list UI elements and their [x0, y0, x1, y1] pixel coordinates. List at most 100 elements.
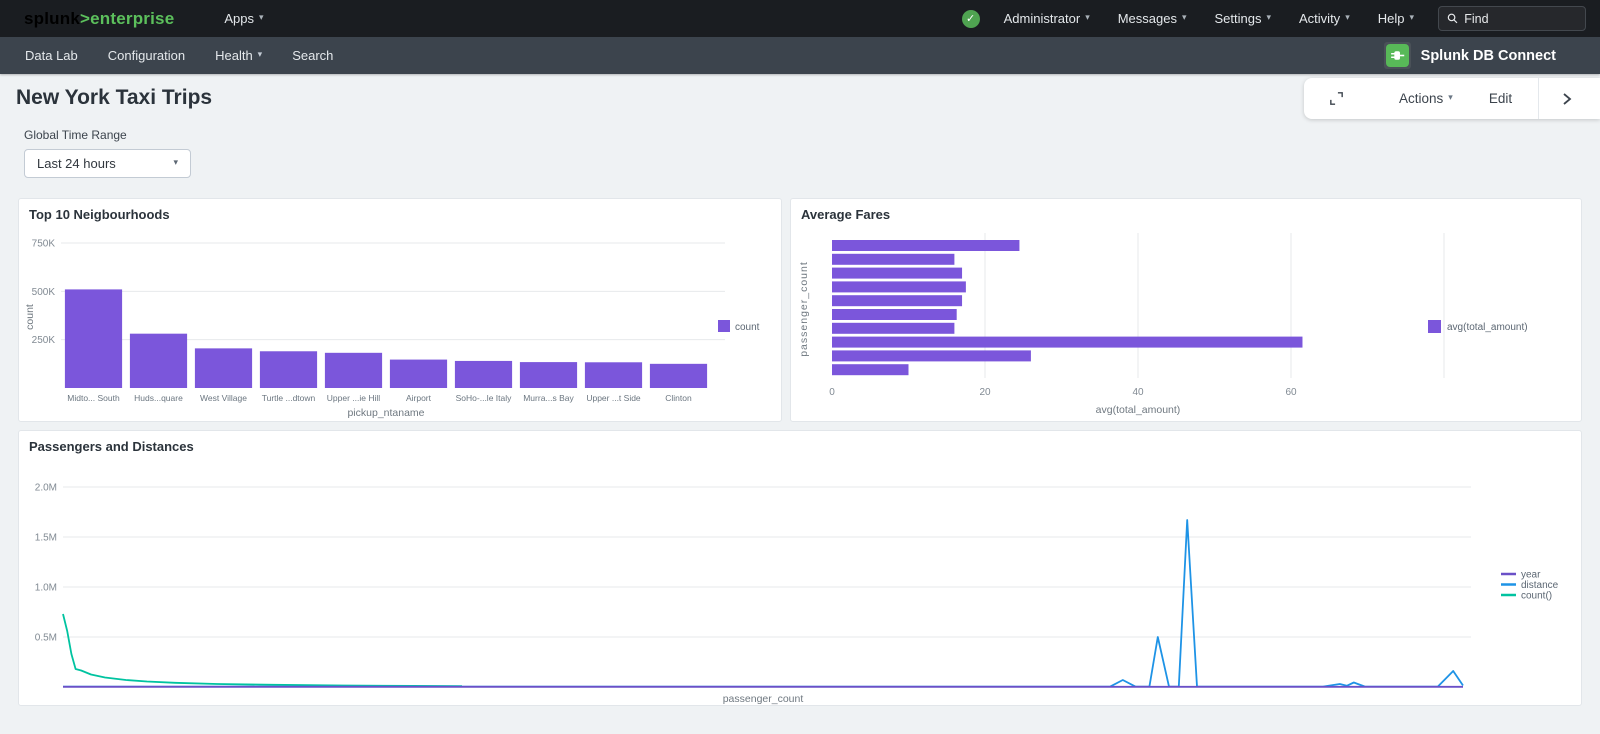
menu-settings[interactable]: Settings ▾	[1201, 0, 1286, 37]
bar-3[interactable]	[832, 281, 966, 293]
bar-7[interactable]	[519, 362, 578, 388]
x-tick-label: 20	[979, 387, 991, 398]
bar-3[interactable]	[259, 351, 318, 388]
top-app-bar: splunk>enterprise Apps ▾ ✓ Administrator ▾…	[0, 0, 1600, 37]
chevron-down-icon: ▾	[173, 157, 178, 168]
collapse-toolbar-button[interactable]	[1539, 78, 1599, 119]
x-category-label: SoHo-...le Italy	[456, 393, 512, 403]
menu-activity[interactable]: Activity ▾	[1285, 0, 1364, 37]
x-category-label: West Village	[200, 393, 247, 403]
y-tick-label: 1.0M	[35, 583, 57, 594]
bar-2[interactable]	[832, 267, 963, 279]
x-tick-label: 60	[1285, 387, 1297, 398]
fullscreen-button[interactable]	[1304, 78, 1363, 119]
panel-title: Passengers and Distances	[29, 439, 194, 454]
nav-item-health[interactable]: Health ▾	[200, 37, 277, 74]
splunk-logo[interactable]: splunk>enterprise	[24, 9, 174, 29]
y-axis-title: passenger_count	[798, 261, 810, 357]
bar-chart-top10: 250K 500K 750K Midto... South Huds...quare We…	[19, 225, 783, 428]
bar-4[interactable]	[832, 295, 963, 307]
x-tick-label: 0	[829, 387, 835, 398]
time-range-label: Global Time Range	[24, 128, 127, 142]
bar-7[interactable]	[832, 336, 1303, 348]
chevron-down-icon: ▾	[1345, 12, 1350, 23]
find-search-input[interactable]	[1464, 11, 1577, 26]
bar-5[interactable]	[389, 359, 448, 388]
y-tick-label: 1.5M	[35, 533, 57, 544]
nav-item-data-lab[interactable]: Data Lab	[10, 37, 93, 74]
panel-average-fares: Average Fares 0 20 40 60 avg(total_amount) pa…	[790, 198, 1582, 422]
bar-6[interactable]	[454, 360, 513, 388]
bar-5[interactable]	[832, 309, 957, 320]
y-tick-label: 750K	[32, 239, 56, 250]
panel-title: Average Fares	[801, 207, 891, 222]
line-series-count()[interactable]	[62, 613, 463, 687]
panel-title: Top 10 Neigbourhoods	[29, 207, 170, 222]
search-icon	[1447, 13, 1458, 24]
bar-2[interactable]	[194, 348, 253, 388]
health-status-icon[interactable]: ✓	[961, 9, 980, 28]
x-axis-title: passenger_count	[723, 693, 804, 705]
menu-help[interactable]: Help ▾	[1364, 0, 1428, 37]
bar-0[interactable]	[832, 240, 1020, 251]
line-chart-passengers-distances: 0.5M 1.0M 1.5M 2.0M passenger_count year dista…	[19, 457, 1583, 712]
app-badge-db-connect[interactable]: Splunk DB Connect	[1383, 42, 1556, 69]
line-series-distance[interactable]	[63, 519, 1464, 688]
find-search-box[interactable]	[1438, 6, 1586, 31]
menu-messages[interactable]: Messages ▾	[1104, 0, 1201, 37]
bar-8[interactable]	[584, 362, 643, 388]
menu-label: Help	[1377, 11, 1405, 26]
legend-label[interactable]: count()	[1521, 591, 1552, 602]
x-tick-label: 40	[1132, 387, 1144, 398]
legend-label[interactable]: count	[735, 322, 760, 333]
bar-1[interactable]	[129, 333, 188, 388]
nav-item-label: Data Lab	[25, 48, 78, 63]
x-axis-title: pickup_ntaname	[347, 407, 424, 419]
actions-menu-button[interactable]: Actions ▾	[1385, 78, 1467, 119]
legend-label[interactable]: avg(total_amount)	[1447, 322, 1528, 333]
app-name: Splunk DB Connect	[1420, 47, 1556, 64]
chevron-down-icon: ▾	[257, 49, 263, 60]
x-category-label: Clinton	[665, 393, 692, 403]
actions-label: Actions	[1399, 91, 1444, 106]
time-range-dropdown[interactable]: Last 24 hours ▾	[24, 149, 191, 178]
menu-label: Settings	[1214, 11, 1262, 26]
legend-swatch[interactable]	[1428, 320, 1441, 333]
legend-swatch[interactable]	[718, 320, 730, 332]
bar-6[interactable]	[832, 322, 955, 334]
y-tick-label: 2.0M	[35, 483, 57, 494]
menu-label: Messages	[1117, 11, 1177, 26]
bar-9[interactable]	[649, 363, 708, 388]
nav-item-configuration[interactable]: Configuration	[93, 37, 200, 74]
check-icon: ✓	[966, 13, 976, 25]
menu-label: Activity	[1299, 11, 1341, 26]
x-category-label: Murra...s Bay	[523, 393, 574, 403]
y-tick-label: 0.5M	[35, 633, 57, 644]
time-range-value: Last 24 hours	[37, 156, 116, 171]
bar-9[interactable]	[832, 364, 909, 376]
apps-menu-label: Apps	[224, 11, 254, 26]
chevron-down-icon: ▾	[258, 12, 264, 23]
x-axis-title: avg(total_amount)	[1096, 404, 1181, 416]
edit-button[interactable]: Edit	[1475, 78, 1526, 119]
bar-8[interactable]	[832, 350, 1031, 362]
db-connect-plug-icon	[1383, 42, 1411, 69]
menu-administrator[interactable]: Administrator ▾	[990, 0, 1104, 37]
legend-label[interactable]: year	[1521, 570, 1541, 581]
chevron-down-icon: ▾	[1448, 92, 1453, 103]
bar-1[interactable]	[832, 253, 955, 265]
panel-passengers-distances: Passengers and Distances 0.5M 1.0M 1.5M 2.0…	[18, 430, 1582, 706]
nav-item-search[interactable]: Search	[277, 37, 348, 74]
bar-4[interactable]	[324, 352, 383, 388]
logo-product: enterprise	[90, 8, 175, 28]
chevron-down-icon: ▾	[1085, 12, 1090, 23]
apps-menu[interactable]: Apps ▾	[210, 0, 277, 37]
fullscreen-icon	[1330, 92, 1343, 105]
legend-label[interactable]: distance	[1521, 580, 1559, 591]
dashboard-content: Actions ▾ Edit New York Taxi Trips Global…	[0, 74, 1600, 734]
bar-0[interactable]	[64, 289, 123, 388]
chevron-down-icon: ▾	[1266, 12, 1272, 23]
page-title: New York Taxi Trips	[16, 86, 213, 109]
panel-top10-neighbourhoods: Top 10 Neigbourhoods 250K 500K 750K Midto..…	[18, 198, 782, 422]
x-category-label: Turtle ...dtown	[262, 393, 316, 403]
